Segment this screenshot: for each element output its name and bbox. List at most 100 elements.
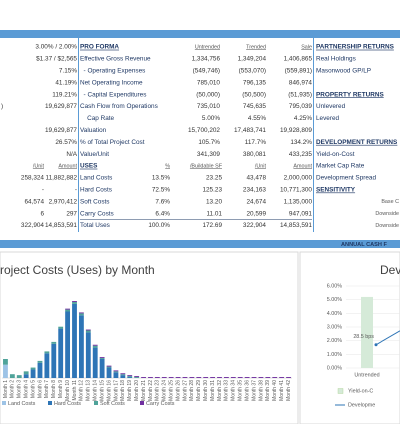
cell: 117.7%	[245, 139, 267, 146]
x-tick-label: Month 24	[162, 380, 168, 401]
bar	[92, 345, 98, 348]
row-label: - Operating Expenses	[80, 67, 145, 74]
cell: 1,406,865	[284, 56, 313, 63]
bar	[217, 377, 222, 378]
row-label: - Capital Expenditures	[80, 91, 146, 98]
cell: 24,674	[246, 198, 266, 205]
bar	[120, 375, 126, 378]
cell: 20,599	[246, 210, 266, 217]
bar	[127, 375, 133, 377]
cell: 13.20	[206, 198, 222, 205]
bar	[113, 370, 119, 372]
bar	[175, 377, 181, 378]
legend-label: Hard Costs	[54, 401, 81, 407]
bar	[203, 377, 209, 378]
x-tick-label: Month 7	[44, 380, 50, 398]
bar	[72, 303, 77, 378]
cell: 100.0%	[148, 222, 170, 229]
x-tick-label: Month 15	[99, 380, 105, 401]
row-label: Carry Costs	[80, 210, 114, 217]
cell: (50,000)	[196, 91, 220, 98]
legend-label: Developme	[348, 402, 375, 408]
legend-label: Yield-on-C	[348, 388, 373, 394]
legend-swatch	[140, 401, 144, 405]
cell: 4.25%	[294, 115, 312, 122]
x-tick-label: Month 13	[86, 380, 92, 401]
cell: 125.23	[202, 186, 222, 193]
cell: Amount	[58, 163, 77, 169]
x-tick-label: Month 38	[258, 380, 264, 401]
bar	[65, 308, 71, 310]
bar	[37, 362, 43, 378]
row-label: % of Total Project Cost	[80, 139, 145, 146]
x-tick-label: Month 20	[134, 380, 140, 401]
bar	[120, 373, 126, 375]
cell: /Unit	[33, 163, 45, 169]
x-tick-label: Month 42	[286, 380, 292, 401]
bar	[37, 360, 43, 363]
cell: 1,334,756	[192, 56, 221, 63]
bar	[92, 344, 98, 346]
cell: 4.55%	[248, 115, 266, 122]
bar	[141, 377, 146, 378]
column-header: Untrended	[195, 44, 220, 50]
section-heading: DEVELOPMENT RETURNS	[316, 139, 398, 146]
x-tick-label: Month 40	[272, 380, 278, 401]
cell: 41.19%	[55, 79, 77, 86]
y-tick-label: 1.00%	[327, 352, 342, 358]
cell: 11.01	[206, 210, 222, 217]
x-tick-label: Month 18	[120, 380, 126, 401]
y-tick-label: 3.00%	[327, 324, 342, 330]
cell: 64,574	[24, 198, 44, 205]
bar	[78, 313, 84, 316]
cell: 172.69	[202, 222, 222, 229]
bar	[58, 326, 64, 329]
bar	[106, 367, 112, 378]
bar	[78, 312, 84, 314]
x-tick-label: Month 26	[175, 380, 181, 401]
x-tick-label: Month 39	[265, 380, 271, 401]
cell: 10,771,300	[280, 186, 312, 193]
column-header: Sale	[301, 44, 312, 50]
row-label: Cash Flow from Operations	[80, 103, 158, 110]
cell: 735,010	[197, 103, 221, 110]
row-label: Yield-on-Cost	[316, 151, 355, 158]
cell: (549,746)	[193, 67, 220, 74]
chart-title: Dev	[380, 263, 400, 277]
cell: 1,349,204	[238, 56, 267, 63]
x-tick-label: Month 32	[217, 380, 223, 401]
cell: 796,135	[243, 79, 267, 86]
x-tick-label: Month 3	[17, 380, 23, 398]
bar	[99, 359, 105, 378]
section-heading: SENSITIVITY	[316, 186, 356, 193]
cell: 7.15%	[59, 67, 77, 74]
x-tick-label: Month 19	[127, 380, 133, 401]
bar	[230, 377, 236, 378]
bar	[244, 377, 250, 378]
bar	[85, 332, 91, 378]
cell: 234,163	[243, 186, 267, 193]
cell: 43,478	[246, 175, 266, 182]
legend-label: Land Costs	[8, 401, 36, 407]
cell: 19,928,809	[280, 127, 312, 134]
bar	[51, 343, 57, 378]
bar	[16, 375, 22, 378]
x-tick-label: Month 10	[65, 380, 71, 401]
row-label: Value/Unit	[80, 151, 109, 158]
x-tick-label: Month 28	[189, 380, 195, 401]
row-label: Real Holdings	[316, 56, 356, 63]
row-label: Market Cap Rate	[316, 163, 365, 170]
x-tick-label: Month 34	[231, 380, 237, 401]
cell: 846,974	[289, 79, 313, 86]
row-label: Soft Costs	[80, 198, 109, 205]
cell: (559,891)	[285, 67, 312, 74]
bar	[3, 359, 8, 365]
x-tick-label: Month 12	[79, 380, 85, 401]
cost-chart-frame	[0, 251, 299, 424]
bar	[65, 311, 71, 378]
y-tick-label: 2.00%	[327, 338, 342, 344]
bar	[9, 374, 15, 378]
cell: 72.5%	[152, 186, 170, 193]
cell: -	[42, 186, 44, 193]
